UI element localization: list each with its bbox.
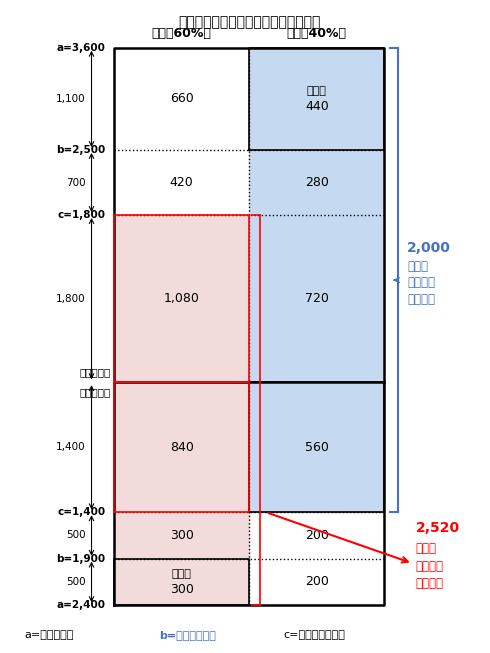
Text: 1,080: 1,080 <box>164 292 199 305</box>
Text: b=諸資産の時価: b=諸資産の時価 <box>159 630 216 640</box>
Text: 1,800: 1,800 <box>56 294 86 304</box>
Text: 居酒屋事業: 居酒屋事業 <box>80 368 111 377</box>
Text: b=1,900: b=1,900 <box>56 554 105 564</box>
Text: a=2,400: a=2,400 <box>56 600 105 610</box>
Text: 660: 660 <box>170 93 194 105</box>
Text: 共同支配: 共同支配 <box>407 276 435 289</box>
Text: 共同支配: 共同支配 <box>416 560 443 573</box>
Text: 甲社（60%）: 甲社（60%） <box>152 27 212 40</box>
Polygon shape <box>114 215 249 382</box>
Text: a=事業の時価: a=事業の時価 <box>24 630 74 640</box>
Text: 440: 440 <box>305 100 329 113</box>
Text: 甲社と乙社の共同支配企業株式の内訳: 甲社と乙社の共同支配企業株式の内訳 <box>178 15 320 29</box>
Text: c=株主資本相当額: c=株主資本相当額 <box>283 630 345 640</box>
Text: 500: 500 <box>66 530 86 541</box>
Text: 840: 840 <box>170 441 194 454</box>
Text: のれん: のれん <box>172 569 192 579</box>
Text: c=1,400: c=1,400 <box>57 507 105 517</box>
Text: 500: 500 <box>66 577 86 587</box>
Text: a=3,600: a=3,600 <box>57 43 105 53</box>
Text: 乙社（40%）: 乙社（40%） <box>287 27 347 40</box>
Polygon shape <box>114 382 249 605</box>
Text: 200: 200 <box>305 529 329 542</box>
Text: 200: 200 <box>305 575 329 588</box>
Text: 700: 700 <box>66 178 86 187</box>
Text: 2,000: 2,000 <box>407 240 451 255</box>
Text: b=2,500: b=2,500 <box>56 145 105 155</box>
Text: 乙社の: 乙社の <box>407 260 428 272</box>
Text: 1,400: 1,400 <box>56 442 86 453</box>
Text: 1,100: 1,100 <box>56 94 86 104</box>
Text: のれん: のれん <box>307 86 327 97</box>
Text: カフェ事業: カフェ事業 <box>80 387 111 397</box>
Text: 560: 560 <box>305 441 329 454</box>
Text: 2,520: 2,520 <box>416 521 460 535</box>
Polygon shape <box>249 48 385 512</box>
Text: 280: 280 <box>305 176 329 189</box>
Text: 企業株式: 企業株式 <box>407 293 435 306</box>
Text: 420: 420 <box>170 176 194 189</box>
Text: c=1,800: c=1,800 <box>58 210 105 220</box>
Text: 300: 300 <box>170 529 194 542</box>
Text: 300: 300 <box>170 583 194 596</box>
Text: 甲社の: 甲社の <box>416 542 437 555</box>
Text: 企業株式: 企業株式 <box>416 577 443 590</box>
Text: 720: 720 <box>305 292 329 305</box>
